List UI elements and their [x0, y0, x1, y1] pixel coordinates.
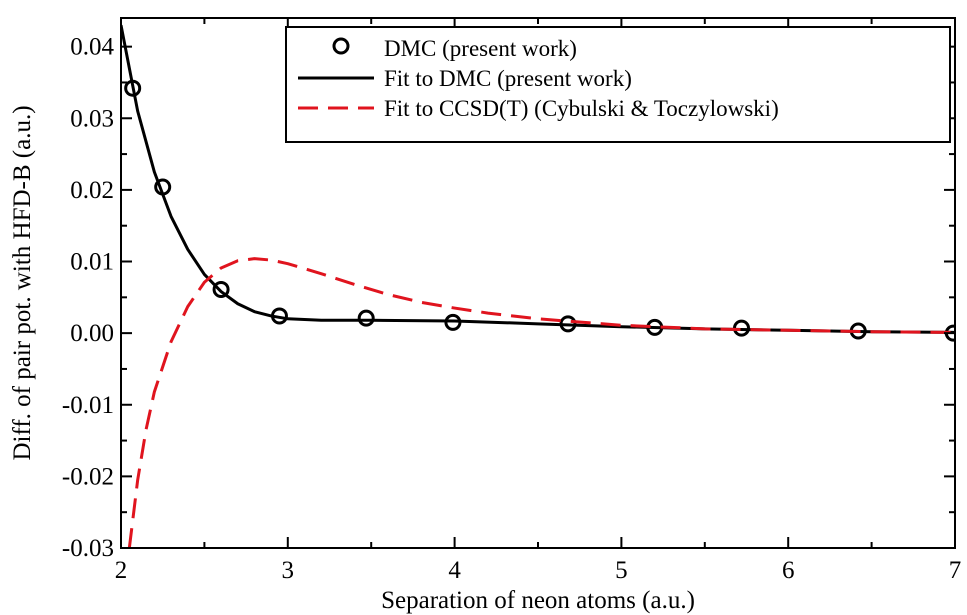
x-tick-label: 2 [115, 557, 128, 584]
legend: DMC (present work) Fit to DMC (present wo… [285, 26, 951, 143]
data-point [357, 309, 375, 327]
data-point [212, 280, 230, 298]
y-tick-label: -0.02 [62, 463, 114, 490]
legend-label: Fit to CCSD(T) (Cybulski & Toczylowski) [384, 96, 779, 121]
y-tick-label: -0.01 [62, 392, 114, 419]
x-tick-label: 6 [782, 557, 795, 584]
y-tick-label: 0.01 [70, 249, 114, 276]
series-line-2 [127, 257, 955, 548]
x-tick-label: 3 [282, 557, 295, 584]
x-axis-label: Separation of neon atoms (a.u.) [381, 587, 695, 614]
x-tick-label: 4 [448, 557, 461, 584]
y-tick-label: 0.04 [70, 34, 114, 61]
x-tick-label: 7 [949, 557, 962, 584]
legend-label: Fit to DMC (present work) [384, 66, 632, 91]
axes: 2 3 4 5 6 7 -0.03 -0.02 -0.01 0.00 0.01 0.02 0.03 0.0… [62, 17, 962, 584]
y-tick-label: 0.00 [70, 320, 114, 347]
x-tick-label: 5 [615, 557, 628, 584]
y-tick-label: -0.03 [62, 535, 114, 562]
legend-box [285, 26, 951, 143]
legend-marker-circle [332, 37, 350, 55]
legend-label: DMC (present work) [384, 36, 577, 61]
y-tick-label: 0.02 [70, 177, 114, 204]
y-tick-label: 0.03 [70, 105, 114, 132]
y-axis-label: Diff. of pair pot. with HFD-B (a.u.) [9, 105, 36, 460]
